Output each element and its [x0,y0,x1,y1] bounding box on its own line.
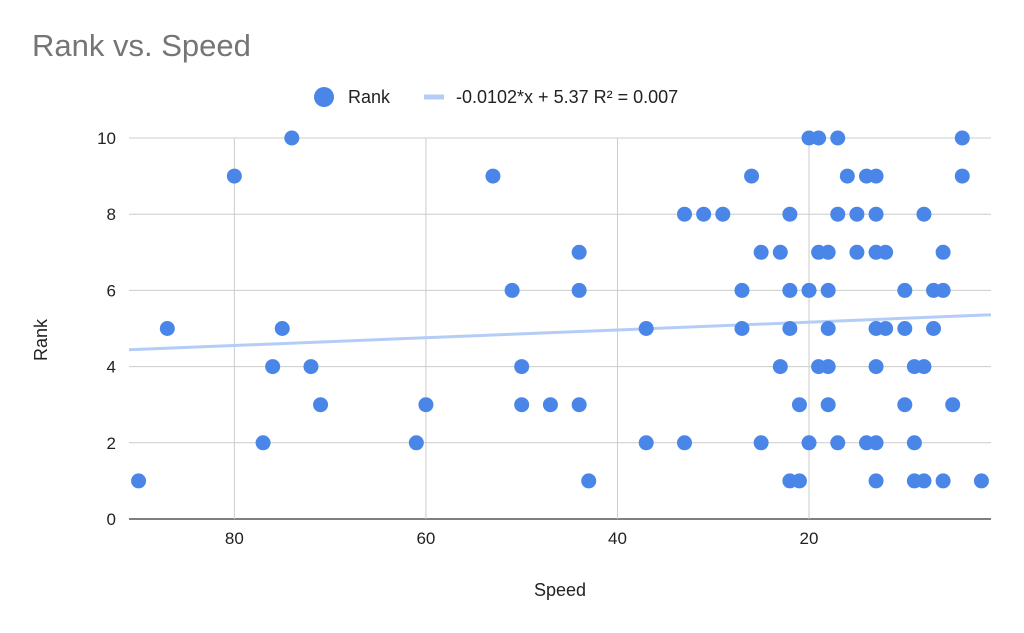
trendline-group [128,313,992,352]
data-point [906,435,922,451]
data-point [696,206,712,222]
data-point [916,206,932,222]
data-point [782,321,798,336]
data-point [916,359,932,375]
data-point [131,473,147,489]
data-point [408,435,424,451]
data-point [303,359,319,375]
data-point [782,206,798,222]
x-tick-label: 40 [608,529,627,548]
chart-title: Rank vs. Speed [32,28,251,63]
data-point [820,359,836,375]
data-point [514,359,530,375]
data-point [734,321,750,336]
data-point [830,435,846,451]
data-point [820,282,836,298]
data-point [638,435,654,451]
data-point [830,130,846,146]
data-point [820,321,836,336]
data-point [677,206,693,222]
data-point [830,206,846,222]
x-tick-label: 20 [800,529,819,548]
grid [129,137,991,520]
legend-label-rank: Rank [348,87,391,107]
data-point [715,206,731,222]
data-point [811,130,827,146]
y-tick-label: 6 [107,281,116,300]
data-point [791,473,807,489]
y-tick-label: 2 [107,434,116,453]
legend: Rank -0.0102*x + 5.37 R² = 0.007 [314,87,678,107]
data-point [791,397,807,413]
data-point [571,244,587,260]
data-point [504,282,520,298]
data-point [734,282,750,298]
data-point [945,397,961,413]
data-point [772,359,788,375]
data-point [801,282,817,298]
data-point [313,397,329,413]
x-tick-label: 80 [225,529,244,548]
data-point [677,435,693,451]
data-point [542,397,558,413]
tick-labels: 0 2 4 6 8 10 80 60 40 20 [97,129,818,548]
data-point [638,321,654,336]
data-point [868,168,884,184]
data-point [485,168,501,184]
data-point [935,244,951,260]
data-point [418,397,434,413]
data-point [255,435,271,451]
x-tick-label: 60 [416,529,435,548]
data-points [131,130,989,489]
legend-label-trendline: -0.0102*x + 5.37 R² = 0.007 [456,87,678,107]
y-tick-label: 4 [107,358,116,377]
data-point [973,473,989,489]
data-point [849,206,865,222]
data-point [839,168,855,184]
y-tick-label: 8 [107,205,116,224]
x-axis-title: Speed [534,580,586,600]
data-point [571,282,587,298]
data-point [954,130,970,146]
data-point [782,282,798,298]
y-axis-title: Rank [31,318,51,361]
data-point [868,359,884,375]
legend-marker-rank [314,87,334,107]
data-point [935,473,951,489]
data-point [916,473,932,489]
data-point [926,321,942,336]
data-point [274,321,290,336]
data-point [159,321,175,336]
y-tick-label: 10 [97,129,116,148]
data-point [226,168,242,184]
data-point [801,435,817,451]
data-point [878,321,894,336]
data-point [935,282,951,298]
data-point [868,473,884,489]
data-point [820,244,836,260]
data-point [744,168,760,184]
data-point [954,168,970,184]
data-point [849,244,865,260]
data-point [897,321,913,336]
data-point [897,282,913,298]
data-point [284,130,300,146]
data-point [753,435,769,451]
data-point [571,397,587,413]
data-point [265,359,281,375]
data-point [820,397,836,413]
y-tick-label: 0 [107,510,116,529]
data-point [868,206,884,222]
data-point [514,397,530,413]
data-point [581,473,597,489]
trendline [128,313,992,352]
data-point [897,397,913,413]
data-point [753,244,769,260]
data-point [878,244,894,260]
data-point [868,435,884,451]
data-point [772,244,788,260]
